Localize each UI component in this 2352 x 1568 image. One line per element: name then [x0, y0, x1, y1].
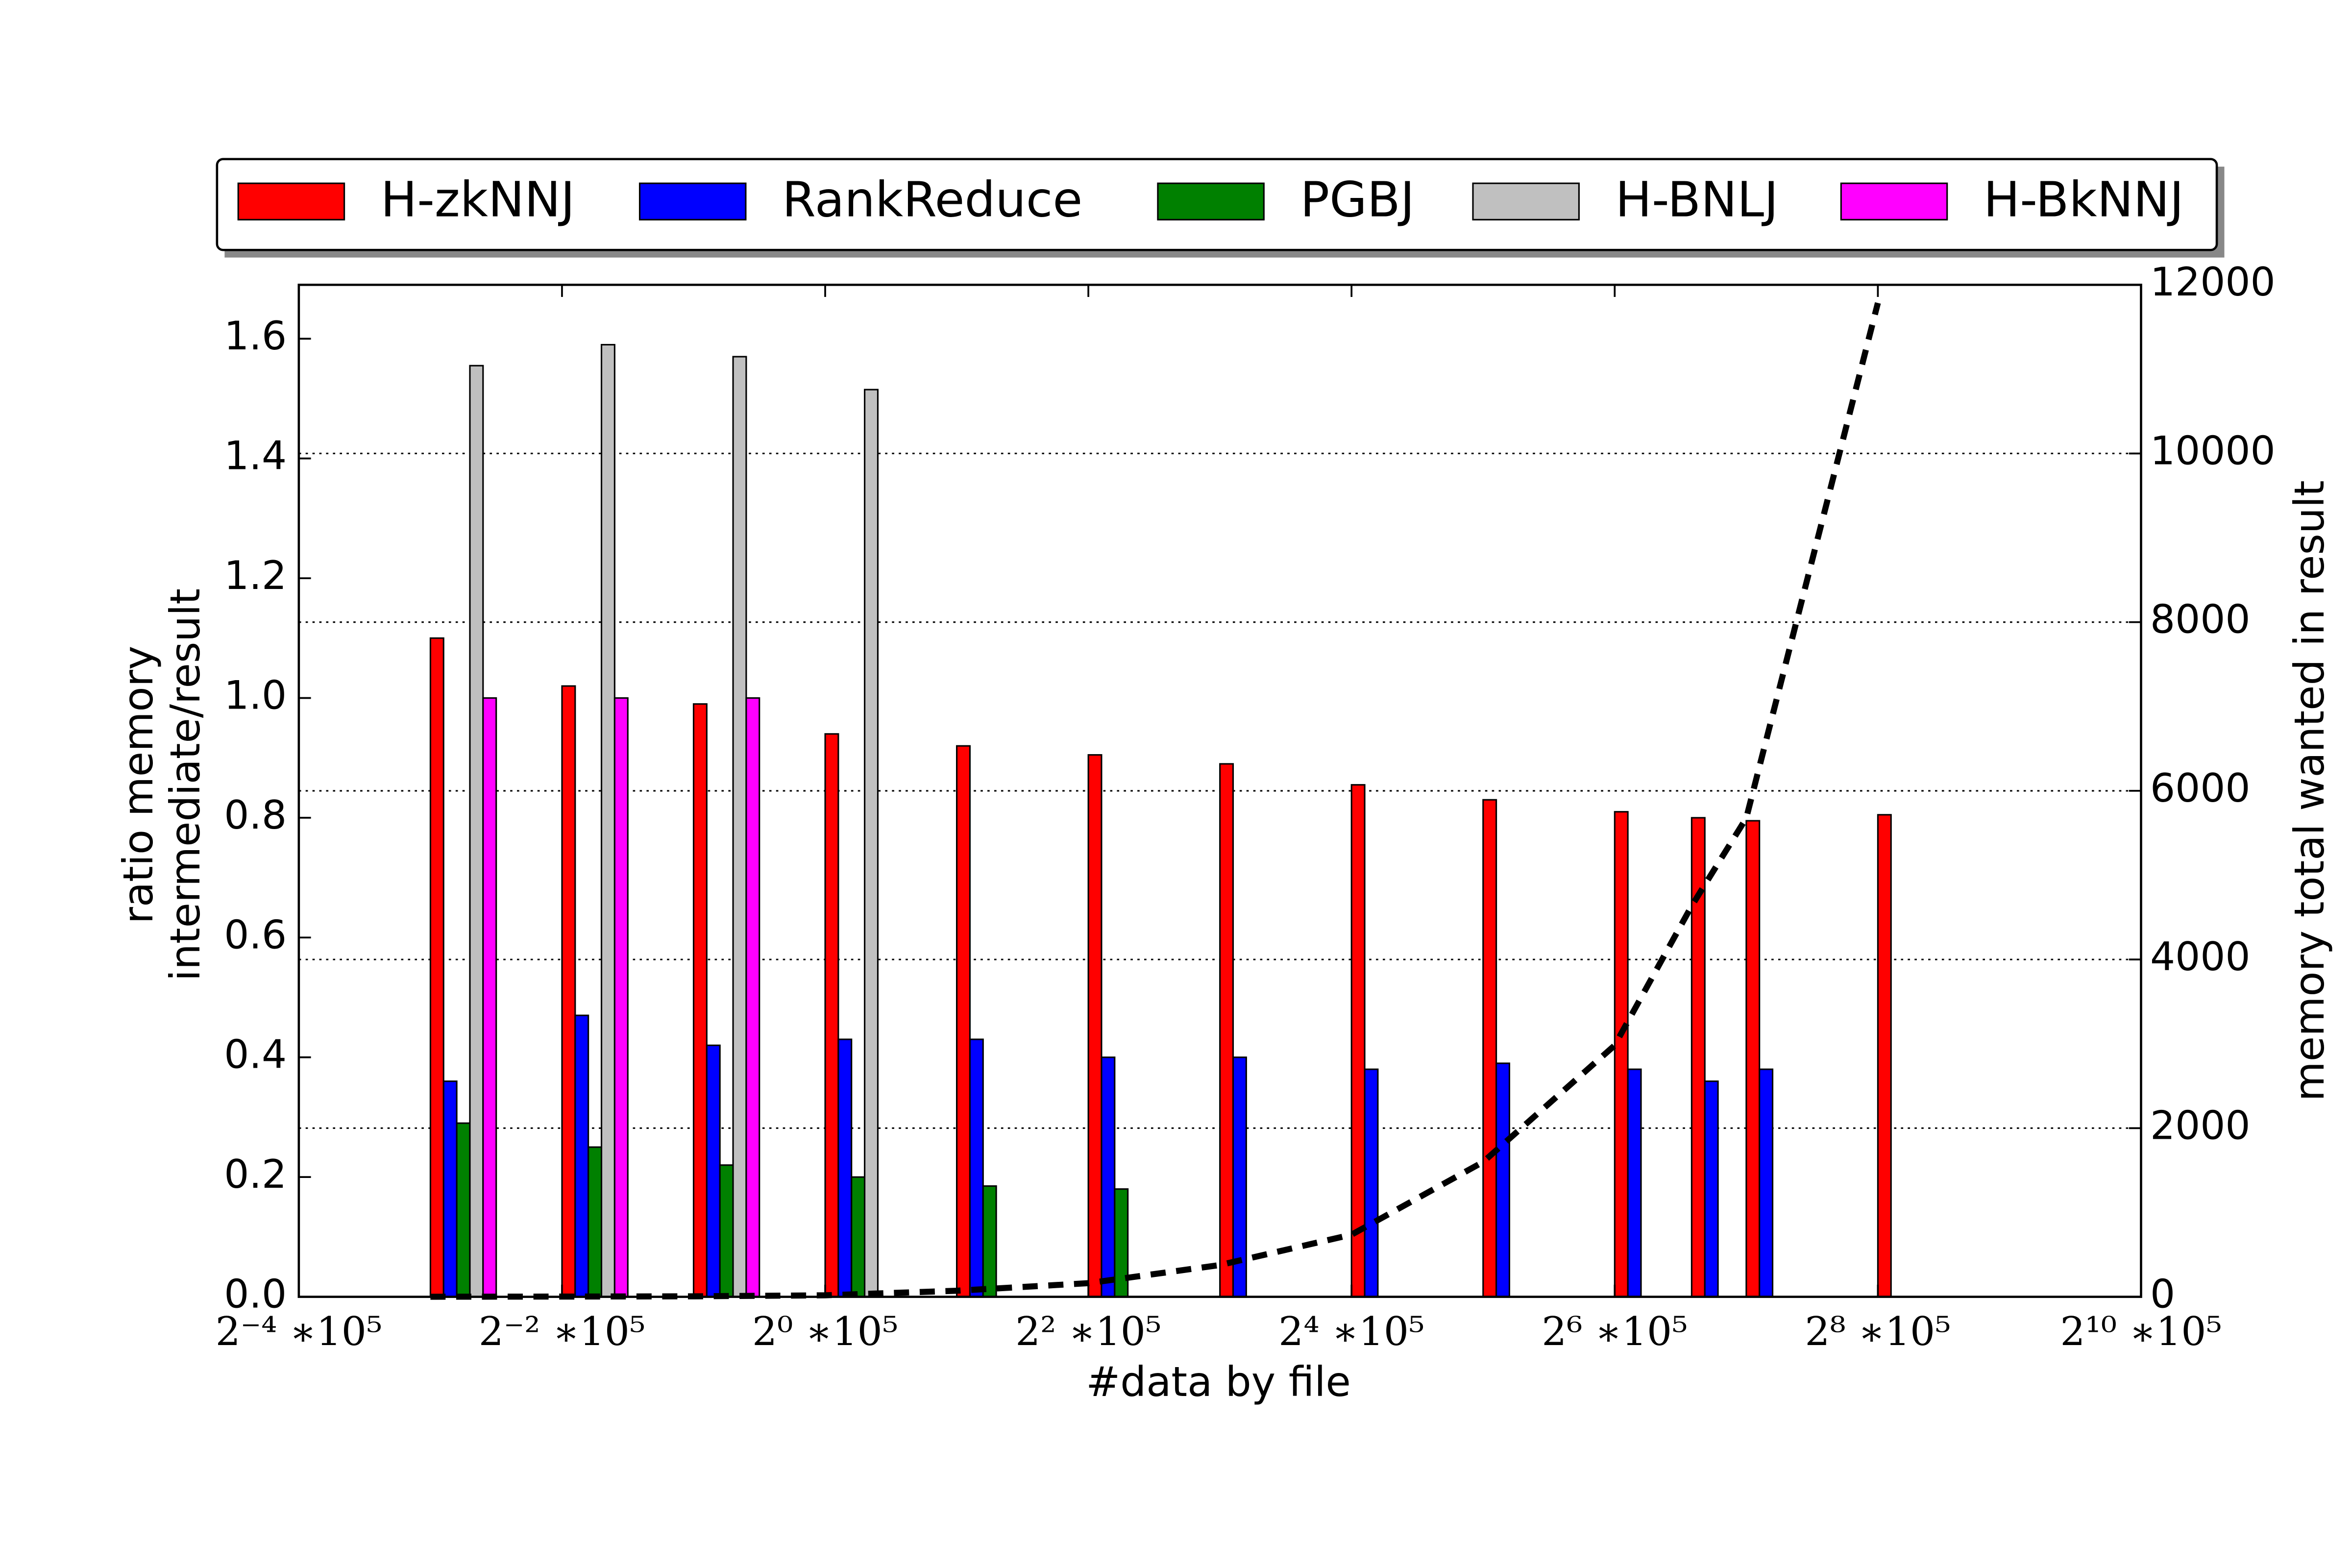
bar: [600, 343, 615, 1298]
y-tick-label: 0.6: [224, 911, 287, 957]
legend-label: H-BNLJ: [1616, 172, 1779, 228]
bar: [561, 685, 576, 1298]
bar: [956, 745, 971, 1298]
y-tick-label: 1.4: [224, 433, 287, 479]
x-tick-label: 2⁴ ∗10⁵: [1278, 1308, 1424, 1354]
y-tick-label: 1.0: [224, 672, 287, 718]
y2-tick-label: 12000: [2150, 259, 2276, 305]
bar: [1219, 763, 1234, 1298]
bar: [1627, 1068, 1642, 1298]
x-tick-label: 2⁶ ∗10⁵: [1542, 1308, 1688, 1354]
legend-label: PGBJ: [1300, 172, 1415, 228]
bar: [706, 1044, 721, 1298]
legend-label: RankReduce: [782, 172, 1082, 228]
legend-swatch: [1157, 182, 1265, 220]
y-axis-label: ratio memory: [115, 646, 162, 924]
y2-tick-label: 0: [2150, 1271, 2175, 1317]
bar: [732, 356, 747, 1298]
bar: [574, 1014, 589, 1298]
bar: [1364, 1068, 1379, 1298]
bar: [1087, 754, 1102, 1298]
y-tick-label: 0.4: [224, 1031, 287, 1078]
y-tick-label: 1.6: [224, 313, 287, 359]
plot-area: [298, 284, 2141, 1300]
bar: [429, 637, 444, 1298]
bar: [692, 703, 708, 1298]
bar: [469, 365, 484, 1298]
x-tick-label: 2¹⁰ ∗10⁵: [2060, 1308, 2222, 1354]
legend-label: H-BkNNJ: [1984, 172, 2184, 228]
bar: [719, 1164, 734, 1298]
y-tick-label: 0.2: [224, 1151, 287, 1197]
y2-tick-label: 10000: [2150, 427, 2276, 473]
legend-swatch: [638, 182, 747, 220]
x-tick-label: 2⁰ ∗10⁵: [752, 1308, 898, 1354]
legend-swatch: [1472, 182, 1580, 220]
bar: [837, 1038, 853, 1298]
y2-tick-label: 6000: [2150, 765, 2251, 811]
bar: [1101, 1056, 1116, 1298]
bar: [851, 1176, 866, 1298]
legend-swatch: [237, 182, 345, 220]
bar: [1482, 799, 1497, 1298]
bar: [982, 1185, 997, 1298]
bar: [1759, 1068, 1774, 1298]
bar: [1350, 784, 1366, 1298]
bar: [456, 1122, 471, 1298]
bar: [442, 1080, 458, 1298]
bar: [745, 697, 760, 1298]
bar: [1877, 814, 1892, 1298]
bar: [588, 1146, 603, 1298]
x-tick-label: 2⁻² ∗10⁵: [479, 1308, 645, 1354]
y-tick-label: 1.2: [224, 552, 287, 598]
bar: [1495, 1062, 1511, 1298]
bar: [613, 697, 629, 1298]
y2-tick-label: 4000: [2150, 933, 2251, 980]
y2-tick-label: 8000: [2150, 596, 2251, 642]
legend-swatch: [1840, 182, 1948, 220]
bar: [1745, 820, 1761, 1298]
bar: [864, 389, 879, 1298]
y2-tick-label: 2000: [2150, 1102, 2251, 1148]
y-tick-label: 0.0: [224, 1271, 287, 1317]
x-tick-label: 2⁻⁴ ∗10⁵: [216, 1308, 382, 1354]
bar: [824, 733, 839, 1298]
bar: [482, 697, 497, 1298]
line: [430, 302, 1881, 1300]
x-tick-label: 2⁸ ∗10⁵: [1805, 1308, 1951, 1354]
bar: [1614, 811, 1629, 1298]
y2-axis-label: memory total wanted in result: [2286, 480, 2333, 1101]
bar: [1704, 1080, 1719, 1298]
y-tick-label: 0.8: [224, 792, 287, 838]
y-axis-label: intermediate/result: [162, 588, 209, 981]
bar: [969, 1038, 984, 1298]
x-tick-label: 2² ∗10⁵: [1015, 1308, 1161, 1354]
legend-label: H-zkNNJ: [381, 172, 575, 228]
x-axis-label: #data by file: [1086, 1358, 1351, 1406]
